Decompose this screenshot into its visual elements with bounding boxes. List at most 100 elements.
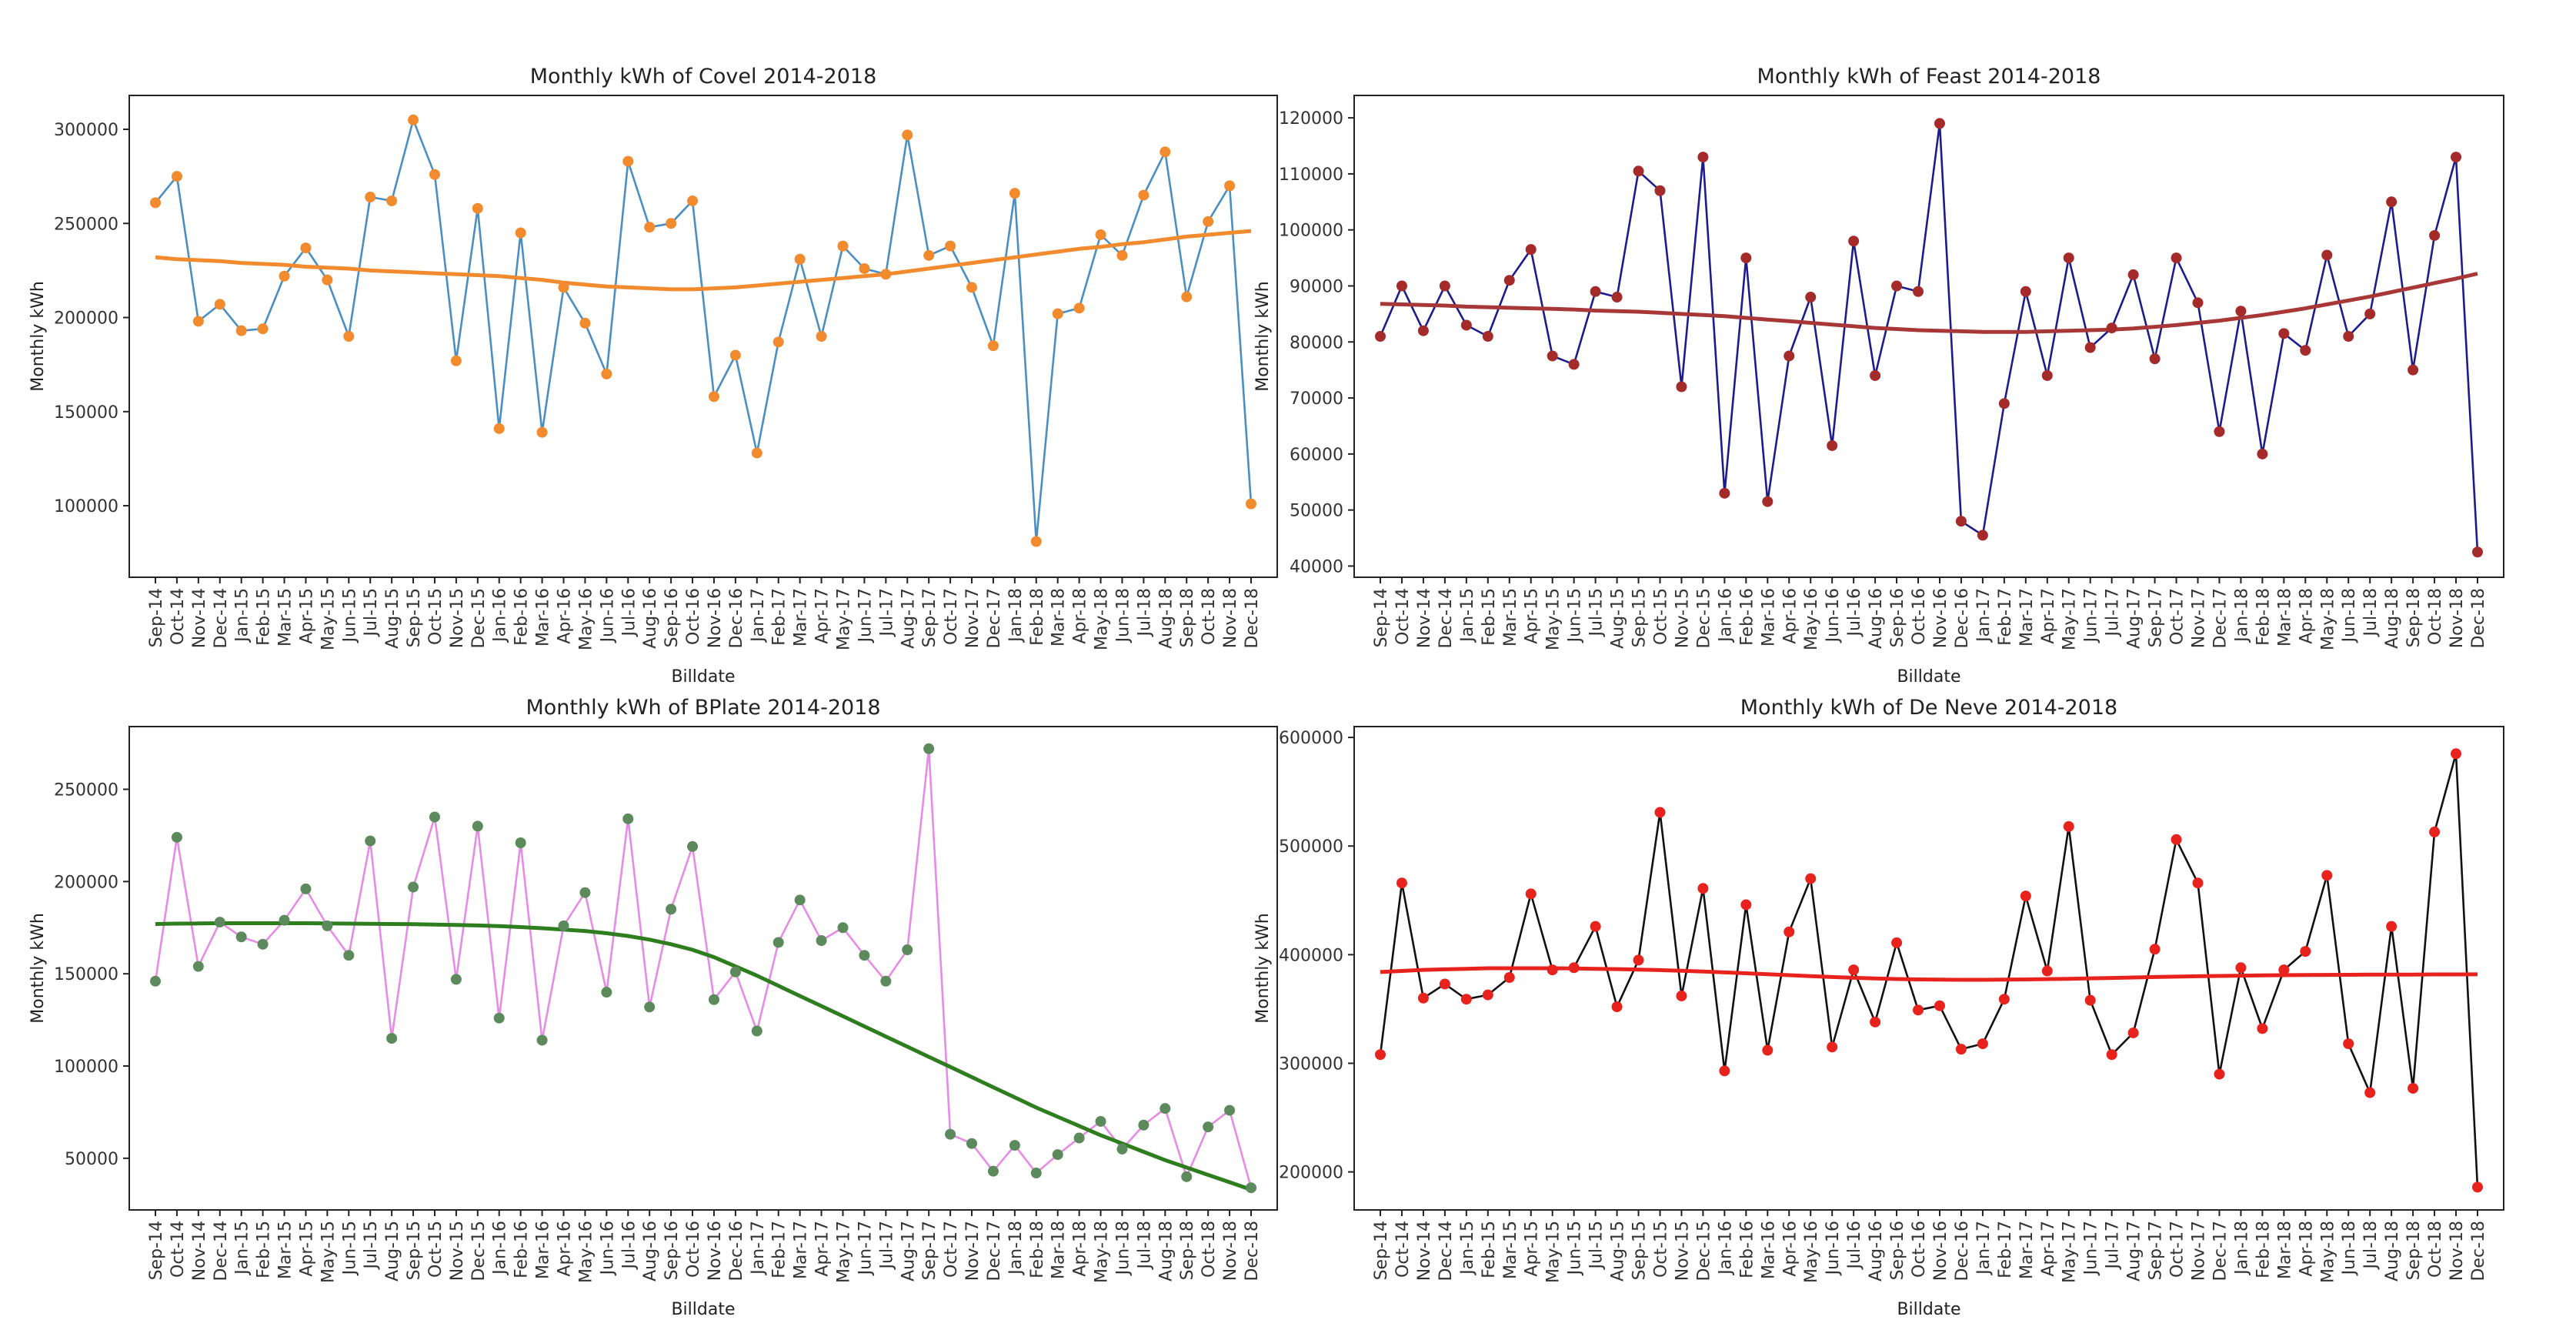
- data-point: [559, 921, 569, 931]
- monthly-kwh-line: [1380, 754, 2478, 1187]
- x-tick-label: Aug-15: [1609, 588, 1628, 649]
- x-tick-label: Dec-16: [1953, 1221, 1972, 1282]
- x-axis-label: Billdate: [671, 667, 735, 687]
- trend-line: [155, 924, 1251, 1190]
- x-tick-label: Dec-15: [1694, 1221, 1713, 1282]
- data-point: [408, 882, 419, 893]
- data-point: [494, 423, 505, 434]
- data-point: [1891, 937, 1902, 948]
- x-tick-label: Aug-18: [1156, 588, 1176, 649]
- x-tick-label: Nov-17: [2190, 1221, 2209, 1281]
- x-tick-label: Jul-18: [1135, 1221, 1154, 1270]
- x-tick-label: Nov-14: [190, 1221, 209, 1281]
- data-point: [1999, 994, 2010, 1004]
- x-tick-label: Nov-18: [2448, 588, 2467, 648]
- x-tick-label: Feb-16: [512, 588, 532, 646]
- x-tick-label: Oct-14: [1393, 1221, 1413, 1278]
- data-point: [1526, 244, 1537, 255]
- y-tick-label: 300000: [1279, 1054, 1343, 1074]
- data-point: [880, 269, 891, 279]
- data-point: [1848, 236, 1859, 246]
- data-point: [236, 931, 247, 942]
- data-point: [1633, 165, 1644, 176]
- y-tick-label: 50000: [65, 1150, 118, 1169]
- x-axis-label: Billdate: [1897, 1300, 1960, 1319]
- x-tick-label: Nov-17: [963, 588, 983, 648]
- x-tick-label: Sep-17: [2147, 588, 2166, 647]
- data-point: [1074, 302, 1085, 313]
- data-point: [2085, 343, 2096, 353]
- data-point: [516, 228, 526, 239]
- x-tick-label: Jun-18: [2340, 588, 2359, 643]
- data-point: [2429, 230, 2440, 241]
- data-point: [709, 391, 719, 402]
- data-point: [1676, 382, 1687, 393]
- x-tick-label: Sep-14: [147, 588, 166, 647]
- data-point: [1138, 190, 1149, 201]
- data-point: [709, 994, 719, 1005]
- data-point: [279, 271, 290, 282]
- y-tick-label: 150000: [54, 965, 118, 984]
- x-tick-label: Jul-15: [362, 1221, 381, 1270]
- data-point: [1612, 292, 1623, 302]
- x-tick-label: Aug-18: [2383, 1221, 2402, 1282]
- data-point: [1504, 972, 1515, 983]
- x-axis-label: Billdate: [1897, 667, 1960, 687]
- x-tick-label: Sep-18: [2404, 588, 2424, 647]
- data-point: [622, 814, 633, 824]
- x-tick-label: Sep-15: [1630, 588, 1650, 647]
- x-tick-label: Jul-16: [1845, 1221, 1864, 1270]
- y-tick-label: 150000: [54, 403, 118, 423]
- data-point: [2214, 1069, 2224, 1080]
- x-tick-label: Feb-17: [1996, 1221, 2015, 1278]
- data-point: [193, 961, 204, 972]
- data-point: [1891, 280, 1902, 291]
- x-tick-label: Mar-18: [1049, 1221, 1069, 1279]
- data-point: [1977, 1038, 1988, 1049]
- data-point: [988, 1166, 999, 1177]
- x-tick-label: Oct-18: [2426, 1221, 2445, 1278]
- monthly-kwh-line: [155, 120, 1251, 542]
- x-tick-label: Jan-18: [2232, 588, 2251, 643]
- data-point: [1740, 899, 1751, 910]
- data-point: [322, 275, 332, 286]
- data-point: [988, 340, 999, 351]
- x-tick-label: Jan-18: [1006, 588, 1026, 643]
- x-axis-label: Billdate: [671, 1300, 735, 1319]
- x-tick-label: Oct-15: [426, 588, 445, 645]
- x-tick-label: Jan-16: [491, 1221, 510, 1276]
- data-point: [1934, 118, 1945, 129]
- data-point: [2257, 1023, 2267, 1034]
- x-tick-label: Aug-17: [2125, 1221, 2144, 1282]
- x-tick-label: Apr-18: [2297, 1221, 2316, 1277]
- data-point: [2235, 962, 2246, 973]
- data-point: [1375, 331, 1386, 342]
- data-point: [966, 1138, 977, 1149]
- data-point: [773, 937, 784, 947]
- x-tick-label: Jun-15: [340, 588, 359, 643]
- y-tick-label: 200000: [54, 309, 118, 329]
- data-point: [2300, 345, 2311, 356]
- data-point: [2064, 821, 2074, 832]
- x-tick-label: Jan-16: [491, 588, 510, 643]
- x-tick-label: Sep-18: [2404, 1221, 2424, 1280]
- x-tick-label: Aug-15: [1609, 1221, 1628, 1282]
- x-tick-label: May-18: [2318, 588, 2337, 650]
- data-point: [1697, 883, 1708, 894]
- x-tick-label: Sep-17: [920, 588, 939, 647]
- x-tick-label: Apr-17: [2039, 588, 2058, 644]
- chart-title: Monthly kWh of De Neve 2014-2018: [1740, 696, 2117, 720]
- x-tick-label: Nov-18: [1221, 1221, 1240, 1281]
- data-point: [2451, 748, 2461, 759]
- data-point: [1031, 1168, 1042, 1178]
- x-tick-label: Aug-16: [641, 588, 660, 649]
- x-tick-label: Feb-15: [255, 1221, 274, 1278]
- x-tick-label: Oct-18: [2426, 588, 2445, 645]
- x-tick-label: Feb-15: [1480, 588, 1499, 646]
- data-point: [172, 832, 182, 843]
- data-point: [1569, 359, 1580, 369]
- x-tick-label: Nov-16: [706, 588, 725, 648]
- y-tick-label: 110000: [1279, 165, 1343, 185]
- data-point: [1396, 877, 1407, 888]
- monthly-kwh-line: [155, 749, 1251, 1188]
